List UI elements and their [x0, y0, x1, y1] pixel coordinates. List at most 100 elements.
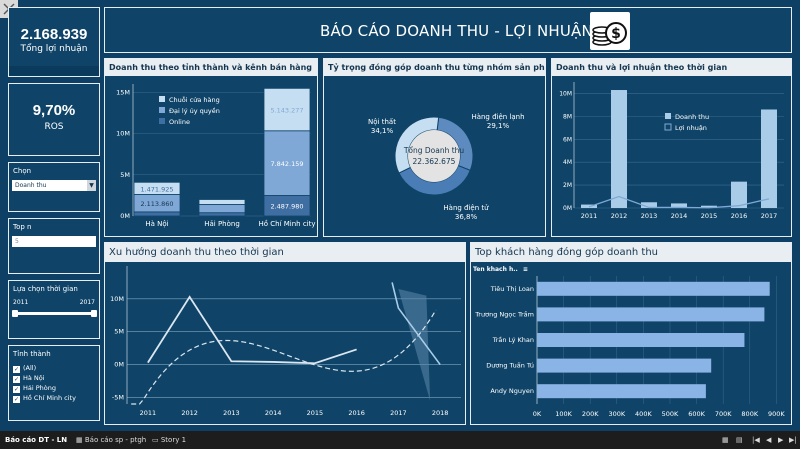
slice-pct: 29,1%	[487, 122, 510, 130]
revenue-bar	[731, 181, 747, 208]
x-tick-label: 0K	[533, 410, 542, 418]
bar-segment	[133, 181, 181, 195]
trend-panel: Xu hướng doanh thu theo thời gian -5M 0M 5…	[104, 242, 466, 425]
time-slider-end-handle[interactable]	[91, 310, 97, 317]
province-option-all[interactable]: ✓ (All)	[13, 364, 37, 373]
tab-story-1[interactable]: ▭ Story 1	[152, 436, 187, 444]
kpi-profit-label: Tổng lợi nhuận	[20, 44, 88, 54]
province-option-hcm[interactable]: ✓ Hồ Chí Minh city	[13, 394, 76, 403]
customer-bar	[537, 333, 745, 347]
x-tick-label: 700K	[715, 410, 732, 418]
donut-center-label: Tổng Doanh thu	[403, 146, 465, 155]
top-customers-title: Top khách hàng đóng góp doanh thu	[471, 243, 791, 262]
x-tick-label: 300K	[608, 410, 625, 418]
top-customers-chart: 0K 100K 200K 300K 400K 500K 600K 700K 800K 900K Ti…	[474, 276, 785, 418]
legend-label: Chuỗi cửa hàng	[169, 95, 220, 104]
time-slider-track[interactable]	[14, 312, 94, 315]
story-icon: ▭	[152, 436, 159, 444]
filmstrip-icon[interactable]: ▤	[736, 436, 743, 444]
x-tick-label: Hà Nội	[145, 220, 168, 228]
x-tick-label: 2017	[761, 212, 778, 220]
checkbox-checked-icon[interactable]: ✓	[13, 366, 20, 373]
y-tick-label: 0M	[120, 212, 130, 220]
x-tick-label: 200K	[582, 410, 599, 418]
x-tick-label: 100K	[555, 410, 572, 418]
y-tick-label: -5M	[112, 393, 124, 401]
legend-label: Đại lý ủy quyền	[169, 107, 220, 115]
legend-swatch	[665, 113, 671, 119]
x-tick-label: 2012	[611, 212, 628, 220]
x-tick-label: 2015	[701, 212, 718, 220]
y-tick-label: 6M	[563, 136, 572, 143]
x-tick-label: 600K	[688, 410, 705, 418]
province-filter: Tỉnh thành ✓ (All) ✓ Hà Nội ✓ Hải Phòng ✓ Hồ…	[8, 345, 100, 421]
x-tick-label: 2015	[307, 409, 324, 417]
topn-input[interactable]: 5	[12, 236, 96, 247]
y-tick-label: 4M	[563, 159, 572, 166]
kpi-ros-value: 9,70%	[32, 102, 76, 119]
x-tick-label: Hải Phòng	[204, 220, 240, 228]
page-title: BÁO CÁO DOANH THU - LỢI NHUẬN	[320, 22, 593, 40]
customer-bar	[537, 384, 706, 399]
sort-icon[interactable]: ≡	[522, 266, 528, 273]
legend-swatch	[159, 118, 165, 124]
time-slider-start-handle[interactable]	[12, 310, 18, 317]
profit-line	[588, 195, 770, 209]
tab-bao-cao-sp-ptgh[interactable]: ▦ Báo cáo sp - ptgh	[76, 436, 147, 444]
nav-first-icon[interactable]: |◀	[752, 436, 760, 444]
metric-select-value: Doanh thu	[15, 182, 47, 189]
svg-text:$: $	[611, 26, 621, 42]
data-label: 1.471.925	[140, 185, 173, 193]
product-share-title: Tỷ trọng đóng góp doanh thu từng nhóm sả…	[324, 59, 545, 76]
topn-filter-label: Top n	[13, 223, 32, 231]
chevron-down-icon[interactable]: ▼	[87, 180, 96, 191]
revenue-profit-time-chart: 0M 2M 4M 6M 8M 10M 2011 2012 2013 2014 2015 2016 201…	[559, 82, 784, 220]
kpi-profit-value: 2.168.939	[20, 26, 88, 43]
trend-curve	[131, 309, 437, 405]
y-tick-label: 10M	[110, 295, 124, 303]
slice-pct: 36,8%	[455, 213, 478, 221]
y-tick-label: 10M	[559, 90, 572, 97]
province-option-haiphong[interactable]: ✓ Hải Phòng	[13, 384, 57, 393]
sheet-tab-bar: Báo cáo DT - LN ▦ Báo cáo sp - ptgh ▭ St…	[0, 431, 800, 449]
checkbox-checked-icon[interactable]: ✓	[13, 376, 20, 383]
customer-name: Tiêu Thị Loan	[490, 285, 534, 293]
money-bag-icon: $	[590, 12, 630, 50]
product-share-chart: Tổng Doanh thu 22.362.675 Hàng điện lạnh29…	[368, 113, 525, 221]
donut-hole	[408, 130, 460, 182]
legend-label: Doanh thu	[675, 113, 709, 121]
x-tick-label: 2014	[265, 409, 282, 417]
y-tick-label: 10M	[116, 130, 130, 138]
x-tick-label: 2011	[140, 409, 157, 417]
x-tick-label: Hồ Chí Minh city	[258, 220, 315, 228]
x-tick-label: 2012	[181, 409, 198, 417]
y-tick-label: 0M	[563, 205, 572, 212]
forecast-band	[398, 289, 431, 401]
data-label: 2.113.860	[140, 200, 173, 208]
customer-bar	[537, 307, 765, 322]
revenue-bar	[761, 109, 777, 208]
sheet-sorter-icon[interactable]: ▦	[722, 436, 729, 444]
legend-label: Lợi nhuận	[675, 124, 707, 132]
kpi-ros-label: ROS	[44, 122, 64, 132]
nav-last-icon[interactable]: ▶|	[789, 436, 797, 444]
revenue-bar	[671, 203, 687, 208]
legend-swatch	[664, 123, 672, 131]
customer-name: Andy Nguyen	[490, 387, 534, 395]
time-filter-label: Lựa chọn thời gian	[13, 285, 78, 293]
x-tick-label: 2014	[671, 212, 688, 220]
tab-bao-cao-dt-ln[interactable]: Báo cáo DT - LN	[5, 436, 68, 444]
y-tick-label: 8M	[563, 113, 572, 120]
province-filter-label: Tỉnh thành	[13, 350, 51, 358]
nav-next-icon[interactable]: ▶	[778, 436, 784, 444]
metric-select[interactable]: Doanh thu ▼	[12, 180, 96, 191]
top-customers-column-header[interactable]: Ten khach h.. ≡	[473, 266, 528, 273]
y-tick-label: 2M	[563, 182, 572, 189]
customer-name: Dương Tuấn Tú	[486, 362, 534, 370]
y-tick-label: 5M	[114, 328, 124, 336]
checkbox-checked-icon[interactable]: ✓	[13, 396, 20, 403]
province-option-hanoi[interactable]: ✓ Hà Nội	[13, 374, 45, 383]
time-start-label: 2011	[13, 299, 29, 306]
checkbox-checked-icon[interactable]: ✓	[13, 386, 20, 393]
nav-prev-icon[interactable]: ◀	[766, 436, 772, 444]
